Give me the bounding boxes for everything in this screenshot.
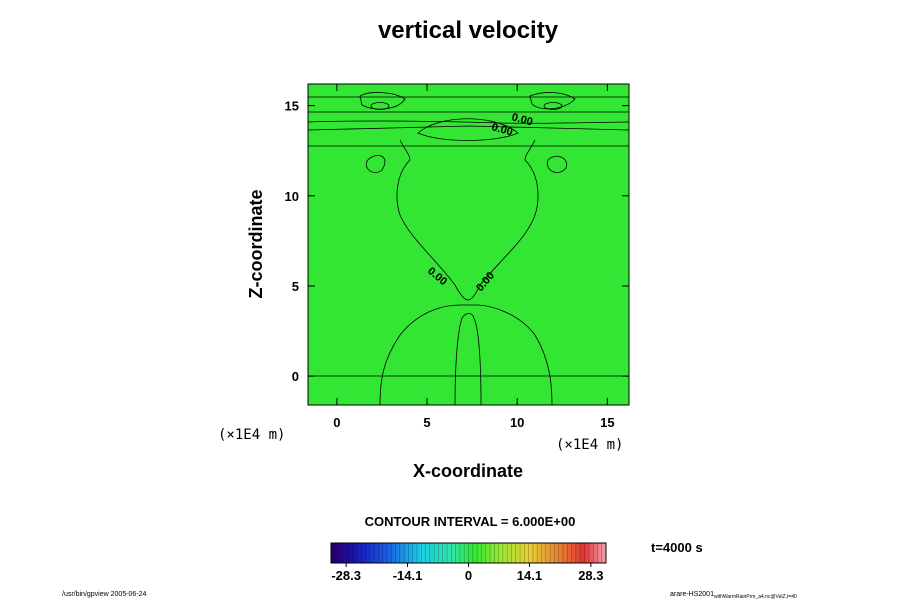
colorbar-tick-label: 0 — [465, 568, 472, 583]
y-axis-label: Z-coordinate — [246, 189, 266, 298]
footer-right: arare-HS2001withWarmRainPrm_a4.nc@VelZ,t… — [670, 591, 797, 600]
contour-label: 0.00 — [510, 111, 534, 128]
plot-area — [308, 84, 629, 405]
footer-left: /usr/bin/gpview 2005-06-24 — [62, 591, 147, 598]
y-tick-label: 0 — [292, 369, 299, 384]
x-axis: 0 5 10 15 — [333, 84, 615, 430]
chart-title: vertical velocity — [378, 17, 559, 44]
colorbar-stripes — [334, 543, 603, 563]
colorbar-tick-label: -14.1 — [393, 568, 423, 583]
y-axis: 0 5 10 15 — [285, 99, 629, 384]
colorbar — [331, 543, 606, 563]
colorbar-tick-label: 28.3 — [578, 568, 603, 583]
colorbar-tick-label: -28.3 — [331, 568, 361, 583]
x-unit-label: (×1E4 m) — [556, 437, 623, 453]
x-tick-label: 10 — [510, 415, 524, 430]
y-tick-label: 15 — [285, 99, 299, 114]
colorbar-ticks: -28.3 -14.1 0 14.1 28.3 — [331, 563, 604, 583]
colorbar-tick-label: 14.1 — [517, 568, 542, 583]
time-label: t=4000 s — [651, 540, 703, 555]
contour-label: 0.00 — [490, 121, 514, 138]
x-tick-label: 15 — [600, 415, 614, 430]
y-tick-label: 5 — [292, 279, 299, 294]
x-tick-label: 5 — [423, 415, 430, 430]
footer-right-main: arare-HS2001 — [670, 591, 714, 598]
footer-right-sub: withWarmRainPrm_a4.nc@VelZ,t=40 — [714, 594, 797, 600]
contour-interval: CONTOUR INTERVAL = 6.000E+00 — [365, 514, 576, 529]
plot-frame — [307, 83, 630, 406]
contour-lines — [308, 92, 629, 405]
x-axis-label: X-coordinate — [413, 461, 523, 481]
y-unit-label: (×1E4 m) — [218, 427, 285, 443]
x-tick-label: 0 — [333, 415, 340, 430]
y-tick-label: 10 — [285, 189, 299, 204]
